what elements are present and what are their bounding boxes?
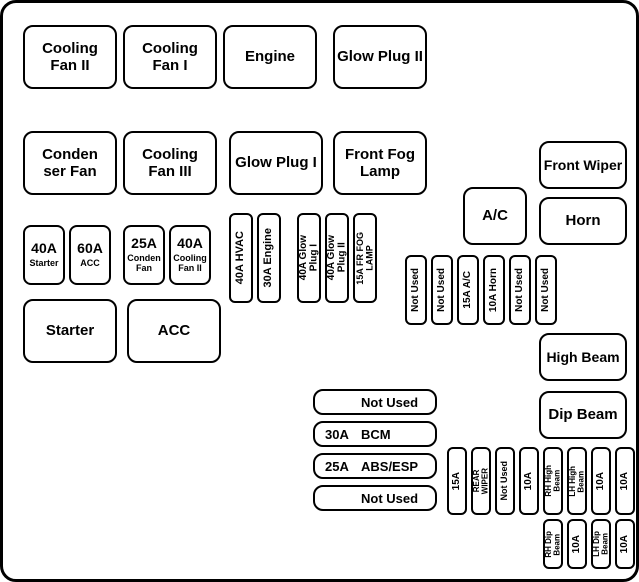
fuse-box-panel: Cooling Fan II Cooling Fan I Engine Glow… (0, 0, 639, 582)
relay-starter: Starter (23, 299, 117, 363)
fuse-rh-dip-beam: RH Dip Beam (543, 519, 563, 569)
fuse-name: Conden Fan (125, 254, 163, 274)
fuse-lh-high-beam: LH High Beam (567, 447, 587, 515)
fuse-not-used-2: Not Used (431, 255, 453, 325)
fuse-30a-engine: 30A Engine (257, 213, 281, 303)
strip-not-used-1: Not Used (313, 389, 437, 415)
fuse-lh-dip-beam: LH Dip Beam (591, 519, 611, 569)
strip-name: Not Used (361, 395, 418, 410)
relay-cooling-fan-3: Cooling Fan III (123, 131, 217, 195)
fuse-25a-conden-fan: 25A Conden Fan (123, 225, 165, 285)
fuse-not-used-3: Not Used (509, 255, 531, 325)
fuse-rh-high-beam: RH High Beam (543, 447, 563, 515)
fuse-40a-starter: 40A Starter (23, 225, 65, 285)
fuse-40a-glow-plug-2: 40A Glow Plug II (325, 213, 349, 303)
strip-amp: 30A (325, 427, 361, 442)
strip-name: BCM (361, 427, 391, 442)
fuse-40a-glow-plug-1: 40A Glow Plug I (297, 213, 321, 303)
strip-30a-bcm: 30A BCM (313, 421, 437, 447)
relay-glow-plug-2: Glow Plug II (333, 25, 427, 89)
relay-horn: Horn (539, 197, 627, 245)
strip-25a-abs-esp: 25A ABS/ESP (313, 453, 437, 479)
fuse-not-used-1: Not Used (405, 255, 427, 325)
fuse-name: ACC (80, 259, 100, 269)
relay-high-beam: High Beam (539, 333, 627, 381)
fuse-10a-c2: 10A (591, 447, 611, 515)
fuse-15a: 15A (447, 447, 467, 515)
fuse-name: Cooling Fan II (171, 254, 209, 274)
fuse-15a-fr-fog-lamp: 15A FR FOG LAMP (353, 213, 377, 303)
fuse-10a-horn: 10A Horn (483, 255, 505, 325)
fuse-rear-wiper: REAR WIPER (471, 447, 491, 515)
fuse-40a-cooling-fan-2: 40A Cooling Fan II (169, 225, 211, 285)
strip-amp: 25A (325, 459, 361, 474)
relay-condenser-fan: Conden ser Fan (23, 131, 117, 195)
fuse-amp: 25A (131, 236, 157, 251)
relay-glow-plug-1: Glow Plug I (229, 131, 323, 195)
strip-name: Not Used (361, 491, 418, 506)
fuse-amp: 40A (177, 236, 203, 251)
relay-cooling-fan-2: Cooling Fan II (23, 25, 117, 89)
fuse-40a-hvac: 40A HVAC (229, 213, 253, 303)
fuse-10a-c1: 10A (519, 447, 539, 515)
fuse-amp: 60A (77, 241, 103, 256)
relay-cooling-fan-1: Cooling Fan I (123, 25, 217, 89)
relay-ac: A/C (463, 187, 527, 245)
relay-front-wiper: Front Wiper (539, 141, 627, 189)
fuse-amp: 40A (31, 241, 57, 256)
fuse-10a-d1: 10A (567, 519, 587, 569)
strip-not-used-2: Not Used (313, 485, 437, 511)
fuse-10a-d2: 10A (615, 519, 635, 569)
fuse-10a-c3: 10A (615, 447, 635, 515)
fuse-15a-ac: 15A A/C (457, 255, 479, 325)
relay-dip-beam: Dip Beam (539, 391, 627, 439)
fuse-60a-acc: 60A ACC (69, 225, 111, 285)
strip-name: ABS/ESP (361, 459, 418, 474)
fuse-not-used-5: Not Used (495, 447, 515, 515)
fuse-name: Starter (29, 259, 58, 269)
relay-engine: Engine (223, 25, 317, 89)
fuse-not-used-4: Not Used (535, 255, 557, 325)
relay-front-fog-lamp: Front Fog Lamp (333, 131, 427, 195)
relay-acc: ACC (127, 299, 221, 363)
